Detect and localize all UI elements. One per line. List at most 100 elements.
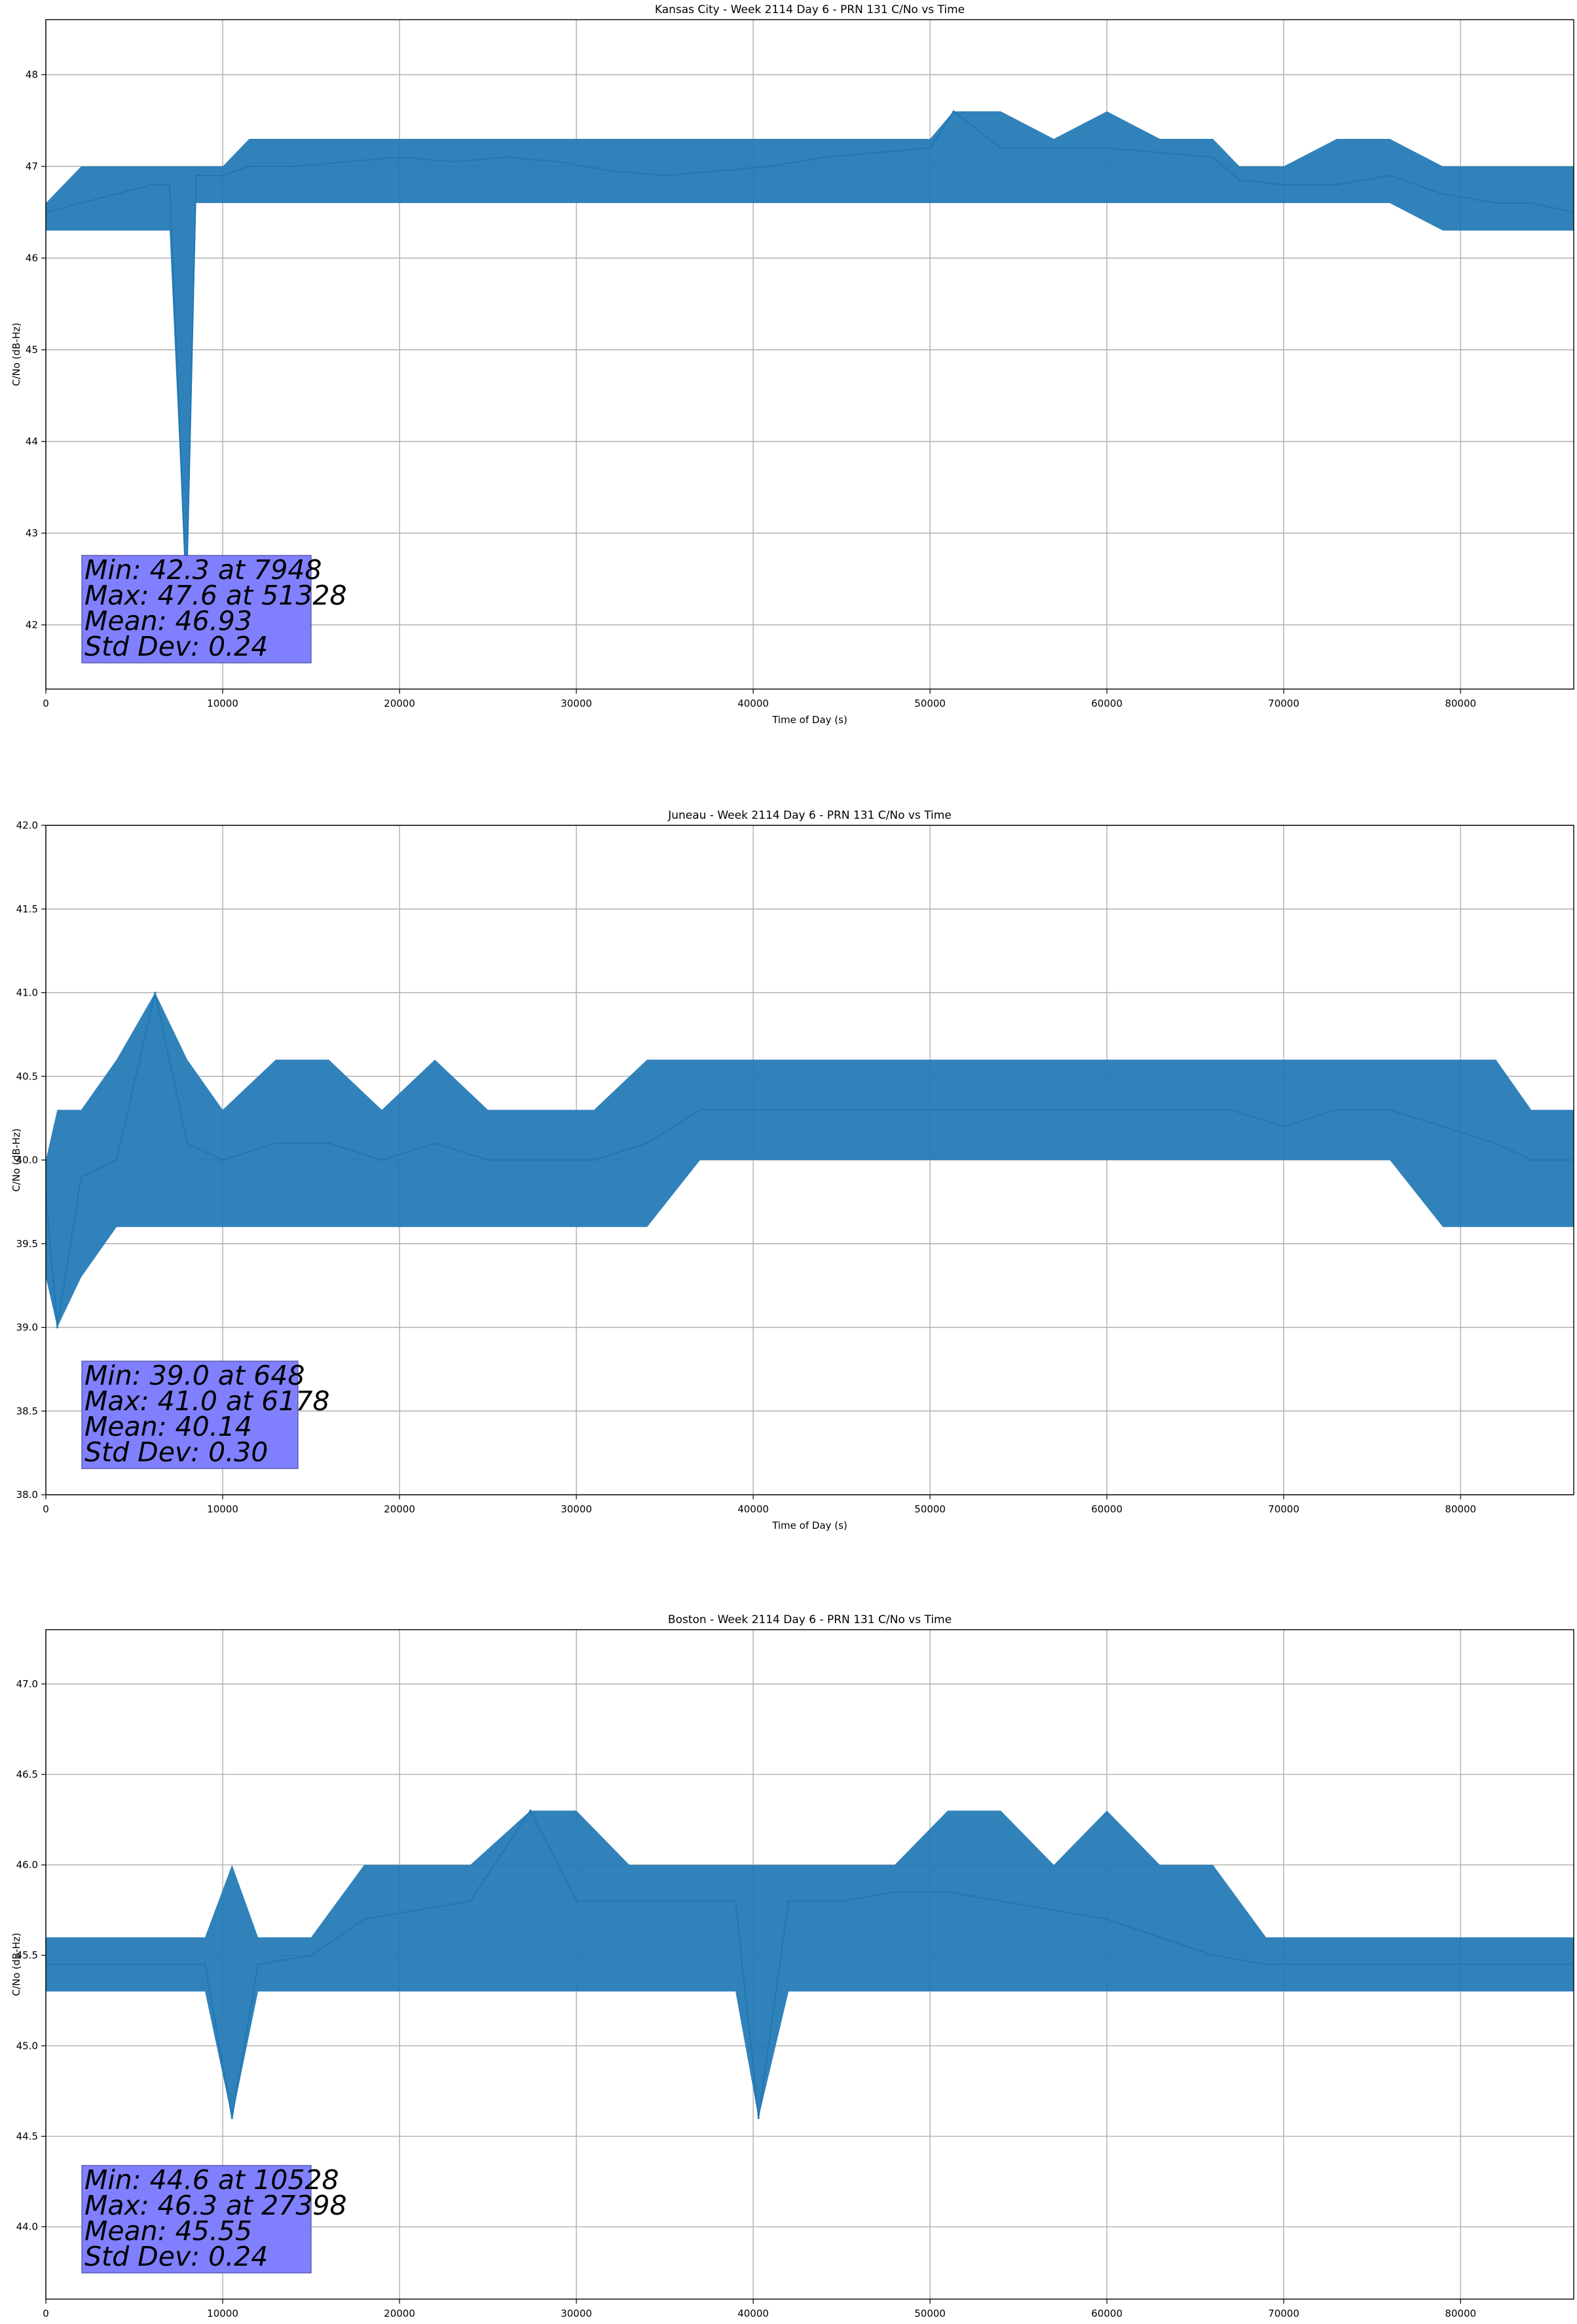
plot-frame [45, 19, 1574, 690]
y-tick-label: 44.0 [16, 2221, 38, 2233]
x-tick-label: 10000 [207, 2308, 238, 2319]
y-tick-label: 40.5 [16, 1070, 38, 1082]
x-tick-label: 80000 [1445, 698, 1476, 709]
x-tick-label: 70000 [1268, 1503, 1299, 1515]
y-tick-label: 39.5 [16, 1238, 38, 1250]
data-point [1159, 151, 1161, 154]
data-point [504, 156, 507, 159]
data-point [663, 174, 666, 177]
stats-min: Min: 42.3 at 7948 [84, 554, 322, 586]
data-point [115, 1159, 118, 1161]
data-point [752, 1108, 754, 1111]
data-point [1017, 1108, 1020, 1111]
x-tick-label: 70000 [1268, 698, 1299, 709]
x-tick-label: 30000 [561, 2308, 592, 2319]
data-point [398, 156, 401, 159]
data-point [1318, 1963, 1320, 1966]
data-point [593, 1159, 595, 1161]
data-point [999, 147, 1002, 149]
x-tick-label: 0 [43, 2308, 49, 2319]
chart-juneau: Juneau - Week 2114 Day 6 - PRN 131 C/No … [10, 809, 1574, 1531]
y-axis-label: C/No (dB-Hz) [10, 1933, 22, 1996]
data-point [154, 992, 157, 994]
data-point [195, 174, 198, 177]
plot-frame [45, 825, 1574, 1495]
chart-boston: Boston - Week 2114 Day 6 - PRN 131 C/No … [10, 1613, 1574, 2319]
stats-mean: Mean: 40.14 [84, 1411, 252, 1442]
data-point [168, 183, 171, 186]
x-tick-label: 50000 [914, 698, 946, 709]
x-tick-label: 60000 [1091, 1503, 1122, 1515]
x-tick-label: 0 [43, 698, 49, 709]
data-point [151, 1963, 153, 1966]
data-point [98, 1963, 100, 1966]
data-point [1335, 1108, 1338, 1111]
data-point [1441, 1125, 1444, 1128]
data-point [231, 2117, 233, 2120]
data-point [876, 151, 878, 154]
y-tick-label: 42 [26, 619, 38, 631]
data-point [1371, 1963, 1373, 1966]
x-tick-label: 10000 [207, 1503, 238, 1515]
data-point [1494, 1142, 1497, 1144]
data-point [823, 156, 825, 159]
data-point [646, 1142, 648, 1144]
data-point [805, 1108, 807, 1111]
stats-max: Max: 41.0 at 6178 [84, 1385, 330, 1417]
data-point [1388, 174, 1391, 177]
stats-std-dev: Std Dev: 0.24 [84, 2241, 268, 2272]
data-point [952, 110, 955, 113]
data-point [1424, 1963, 1426, 1966]
data-point [1530, 1963, 1532, 1966]
data-point [1229, 1108, 1232, 1111]
data-point [1123, 1108, 1126, 1111]
data-point [1494, 202, 1497, 204]
x-tick-label: 40000 [737, 1503, 769, 1515]
x-tick-label: 50000 [914, 1503, 946, 1515]
y-tick-label: 42.0 [16, 819, 38, 831]
stats-max: Max: 46.3 at 27398 [84, 2190, 347, 2221]
data-point [929, 147, 931, 149]
y-tick-label: 45.5 [16, 1949, 38, 1961]
data-point [1159, 1936, 1161, 1939]
data-point [80, 1176, 83, 1178]
plot-frame [45, 1629, 1574, 2300]
y-tick-label: 40.0 [16, 1154, 38, 1166]
y-tick-label: 43 [26, 527, 38, 539]
data-point [327, 1142, 330, 1144]
x-tick-label: 20000 [384, 698, 415, 709]
stats-min: Min: 39.0 at 648 [84, 1360, 305, 1391]
data-point [770, 165, 772, 168]
x-axis-label: Time of Day (s) [771, 714, 847, 726]
data-point [1238, 179, 1241, 181]
data-point [487, 1159, 489, 1161]
series-line [46, 110, 1574, 598]
y-tick-label: 38.0 [16, 1489, 38, 1501]
data-point [681, 1900, 684, 1902]
data-layer [46, 1809, 1574, 2120]
data-point [204, 1963, 206, 1966]
y-tick-label: 44.5 [16, 2130, 38, 2142]
data-point [257, 1963, 259, 1966]
x-tick-label: 40000 [737, 2308, 769, 2319]
data-point [1052, 1909, 1055, 1911]
data-point [292, 165, 295, 168]
series-line [46, 1809, 1574, 2118]
y-tick-label: 45 [26, 344, 38, 356]
data-point [1530, 202, 1532, 204]
data-point [221, 174, 224, 177]
data-point [858, 1108, 861, 1111]
x-tick-label: 80000 [1445, 2308, 1476, 2319]
data-point [1212, 156, 1214, 159]
x-tick-label: 60000 [1091, 698, 1122, 709]
stats-std-dev: Std Dev: 0.24 [84, 631, 268, 662]
data-point [757, 2117, 760, 2120]
data-layer [46, 992, 1574, 1328]
y-tick-label: 41.0 [16, 987, 38, 999]
y-axis-label: C/No (dB-Hz) [10, 1129, 22, 1192]
data-point [451, 160, 454, 163]
data-point [310, 1954, 312, 1957]
series-band [46, 992, 1574, 1328]
x-tick-label: 80000 [1445, 1503, 1476, 1515]
